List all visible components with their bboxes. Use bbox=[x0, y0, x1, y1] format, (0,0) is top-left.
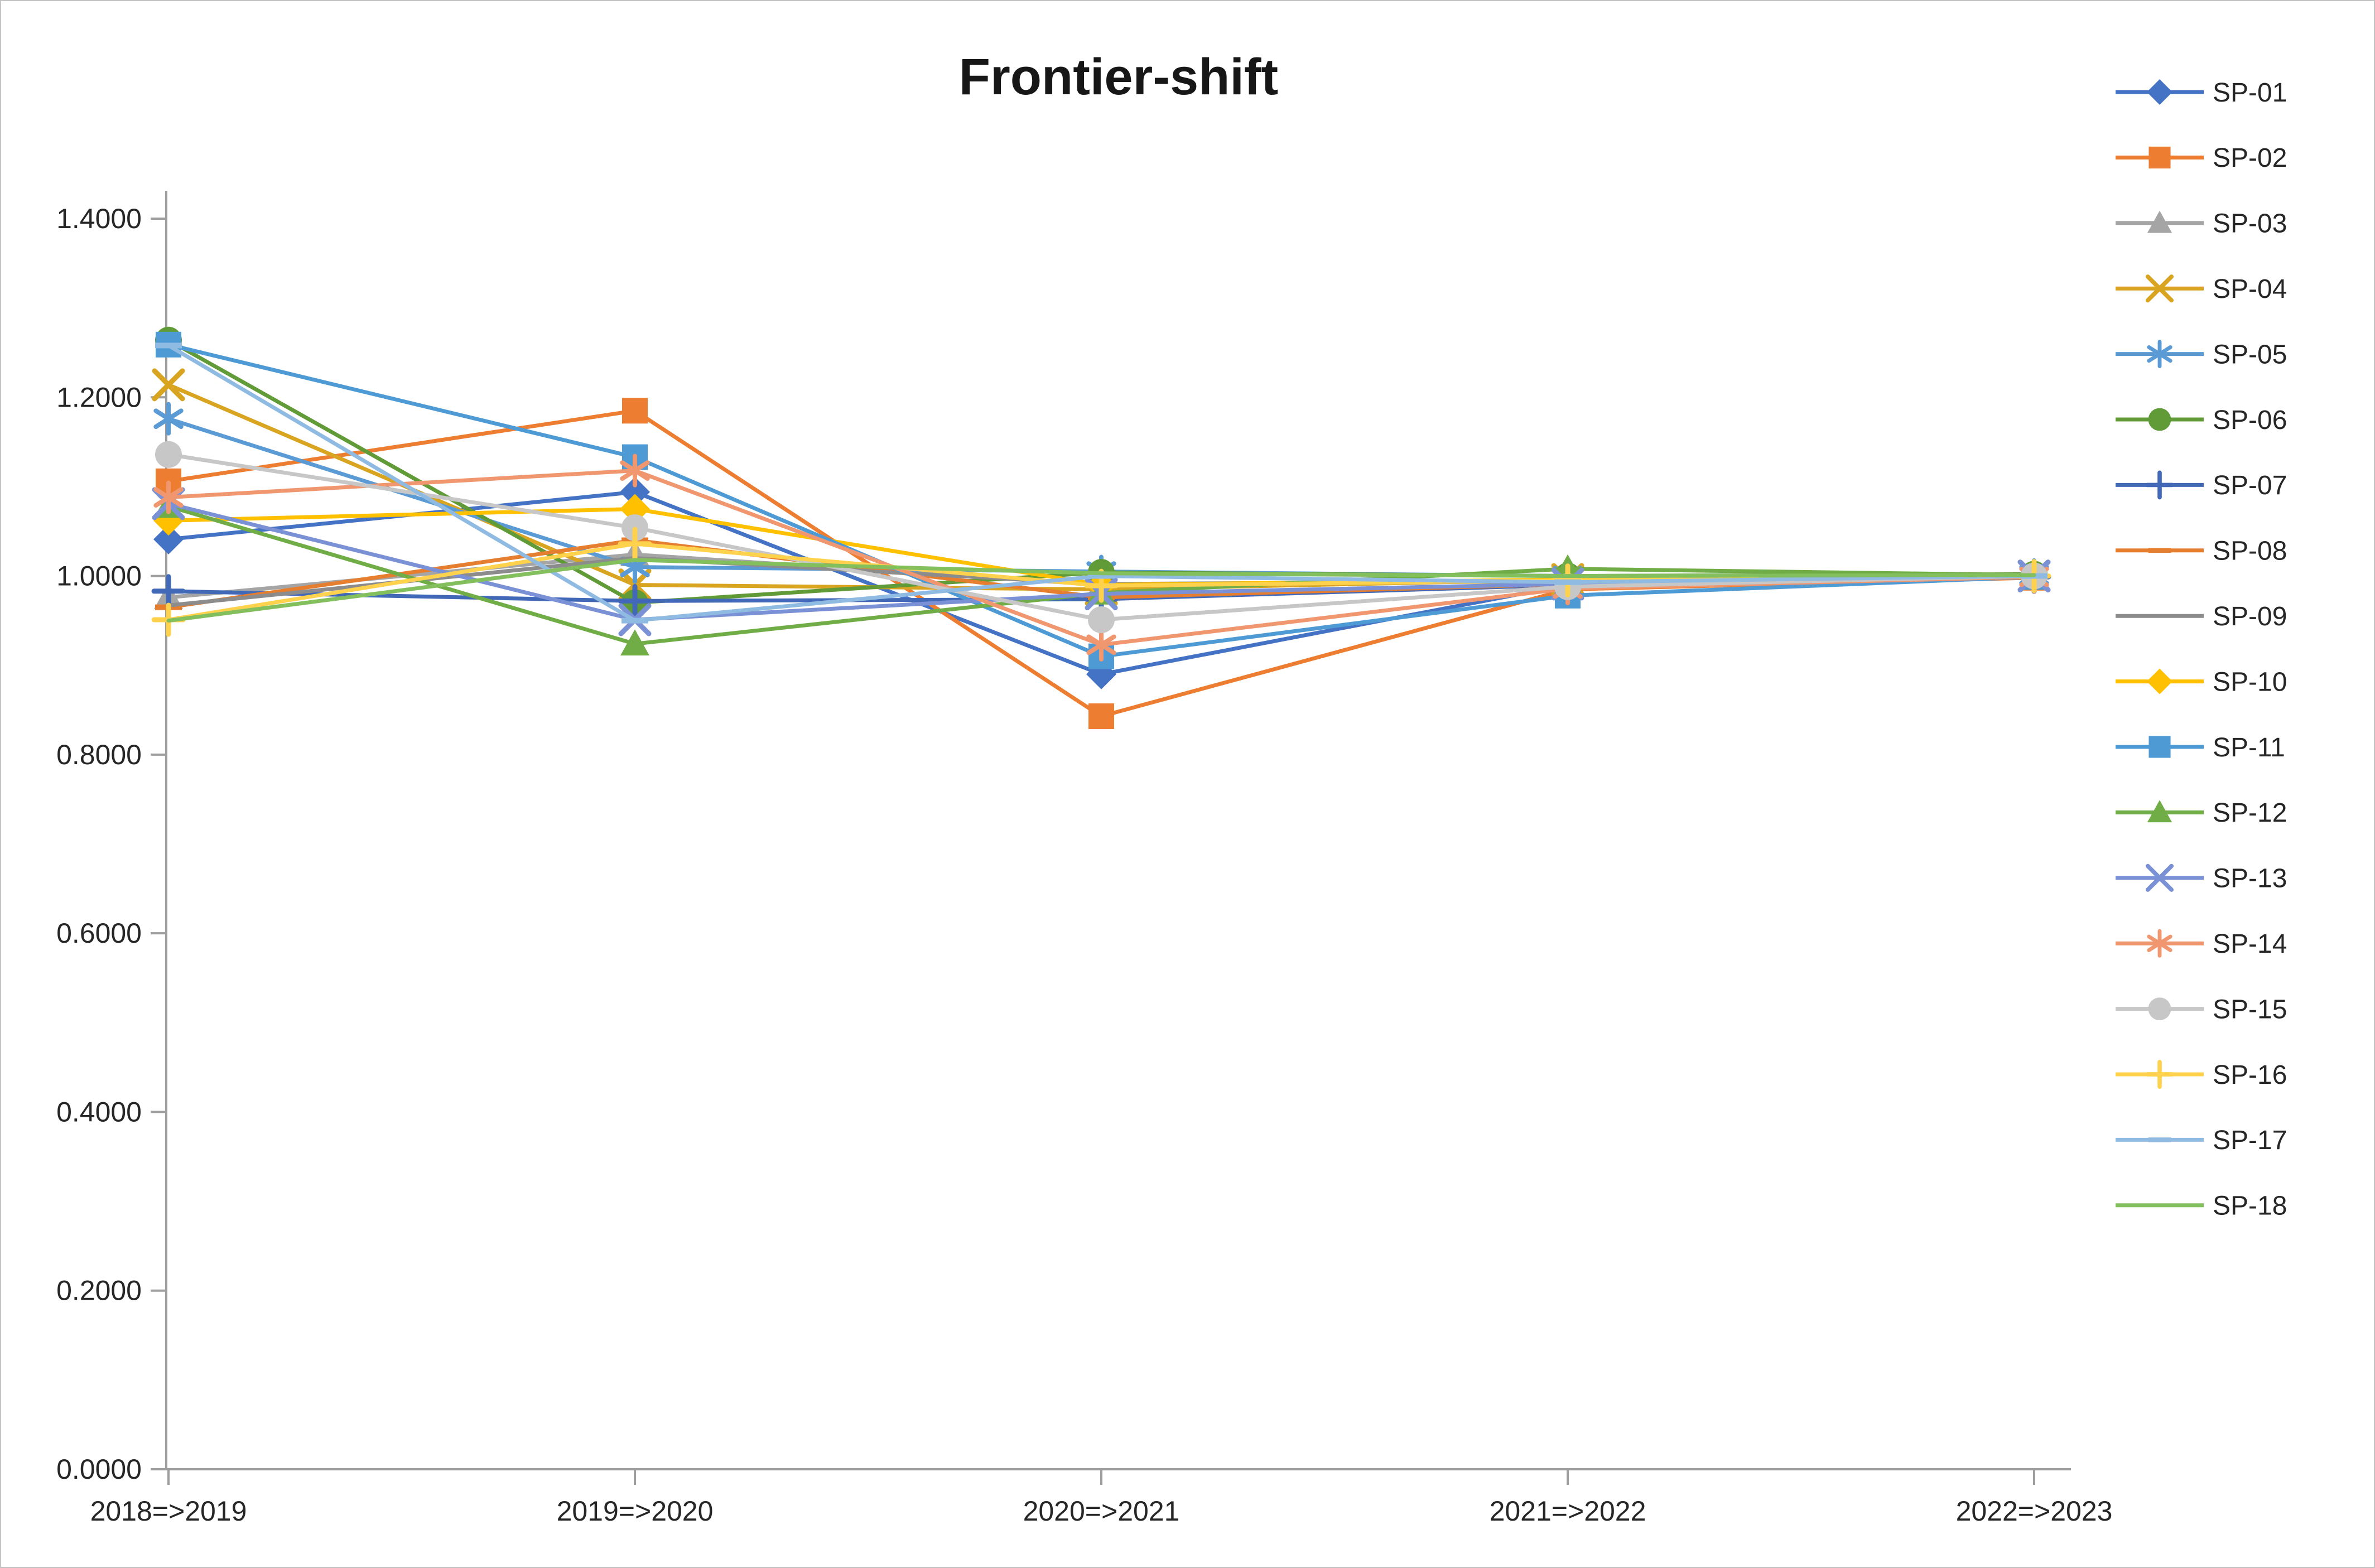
circle-marker bbox=[2148, 997, 2171, 1020]
plus-marker bbox=[2145, 1060, 2174, 1089]
plus-marker bbox=[2145, 470, 2174, 500]
plus-marker bbox=[618, 527, 652, 561]
legend-label: SP-02 bbox=[2213, 143, 2287, 173]
x-axis-tick-label: 2019=>2020 bbox=[557, 1495, 714, 1527]
legend-label: SP-05 bbox=[2213, 340, 2287, 369]
dash-marker bbox=[1088, 573, 1115, 579]
dash-marker bbox=[622, 617, 648, 624]
dash-marker bbox=[1554, 579, 1581, 585]
legend-label: SP-01 bbox=[2213, 78, 2287, 108]
x-marker bbox=[152, 368, 185, 402]
circle-marker bbox=[1088, 606, 1115, 634]
dash-marker bbox=[2148, 548, 2171, 553]
y-axis-tick-label: 1.4000 bbox=[56, 203, 142, 234]
triangle-marker bbox=[2147, 210, 2172, 233]
x-axis-tick-label: 2021=>2022 bbox=[1490, 1495, 1646, 1527]
y-axis-tick-label: 0.0000 bbox=[56, 1454, 142, 1485]
plus-marker bbox=[151, 574, 186, 609]
legend-label: SP-12 bbox=[2213, 798, 2287, 828]
legend-label: SP-08 bbox=[2213, 537, 2287, 566]
diamond-marker bbox=[620, 494, 650, 524]
x-marker bbox=[2145, 863, 2174, 892]
legend-label: SP-17 bbox=[2213, 1126, 2287, 1155]
x-axis-tick-label: 2022=>2023 bbox=[1956, 1495, 2113, 1527]
dash-marker bbox=[2148, 1137, 2171, 1142]
series-line-SP-18 bbox=[166, 558, 2036, 623]
legend-label: SP-18 bbox=[2213, 1191, 2287, 1221]
asterisk-marker bbox=[620, 453, 650, 488]
y-axis-tick-label: 0.4000 bbox=[56, 1096, 142, 1127]
x-axis-tick-label: 2020=>2021 bbox=[1023, 1495, 1180, 1527]
legend-label: SP-11 bbox=[2213, 733, 2285, 763]
legend-label: SP-07 bbox=[2213, 471, 2287, 500]
asterisk-marker bbox=[2147, 340, 2172, 369]
asterisk-marker bbox=[153, 480, 184, 514]
chart-title: Frontier-shift bbox=[958, 49, 1279, 105]
triangle-marker bbox=[620, 629, 649, 656]
legend-label: SP-16 bbox=[2213, 1060, 2287, 1090]
legend-label: SP-15 bbox=[2213, 995, 2287, 1024]
legend-label: SP-14 bbox=[2213, 929, 2287, 959]
plus-marker bbox=[618, 583, 652, 618]
diamond-marker bbox=[620, 477, 650, 508]
square-marker bbox=[2148, 146, 2171, 168]
asterisk-marker bbox=[153, 402, 184, 436]
x-marker bbox=[2145, 274, 2174, 303]
diamond-marker bbox=[2147, 668, 2172, 694]
square-marker bbox=[2148, 736, 2171, 758]
square-marker bbox=[622, 398, 648, 424]
y-axis-tick-label: 0.2000 bbox=[56, 1275, 142, 1306]
y-axis-tick-label: 1.0000 bbox=[56, 561, 142, 592]
legend-label: SP-10 bbox=[2213, 667, 2287, 697]
asterisk-marker bbox=[1086, 628, 1116, 662]
legend-label: SP-03 bbox=[2213, 209, 2287, 239]
diamond-marker bbox=[153, 524, 184, 554]
legend-label: SP-13 bbox=[2213, 864, 2287, 894]
y-axis-tick-label: 1.2000 bbox=[56, 382, 142, 413]
square-marker bbox=[1088, 703, 1114, 729]
legend-label: SP-06 bbox=[2213, 406, 2287, 435]
asterisk-marker bbox=[2147, 929, 2172, 958]
y-axis-tick-label: 0.8000 bbox=[56, 739, 142, 770]
diamond-marker bbox=[2147, 79, 2172, 105]
y-axis-tick-label: 0.6000 bbox=[56, 918, 142, 949]
legend-label: SP-09 bbox=[2213, 602, 2287, 631]
circle-marker bbox=[2148, 408, 2171, 431]
legend-label: SP-04 bbox=[2213, 274, 2287, 304]
triangle-marker bbox=[2147, 800, 2172, 823]
circle-marker bbox=[155, 441, 182, 468]
dash-marker bbox=[155, 342, 182, 349]
x-axis-tick-label: 2018=>2019 bbox=[90, 1495, 247, 1527]
